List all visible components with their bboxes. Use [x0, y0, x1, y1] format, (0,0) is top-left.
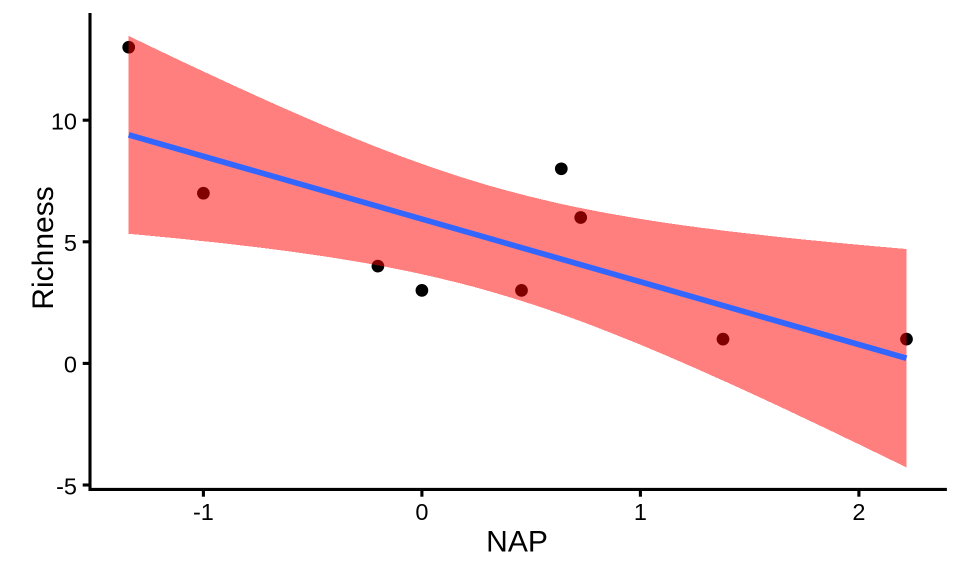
svg-text:0: 0	[415, 499, 428, 525]
svg-text:2: 2	[852, 499, 865, 525]
svg-text:NAP: NAP	[486, 525, 548, 558]
svg-text:Richness: Richness	[27, 186, 60, 309]
svg-text:10: 10	[51, 109, 77, 135]
svg-text:-5: -5	[56, 473, 77, 499]
svg-text:0: 0	[64, 352, 77, 378]
svg-text:-1: -1	[193, 499, 214, 525]
svg-text:5: 5	[64, 230, 77, 256]
svg-text:1: 1	[634, 499, 647, 525]
